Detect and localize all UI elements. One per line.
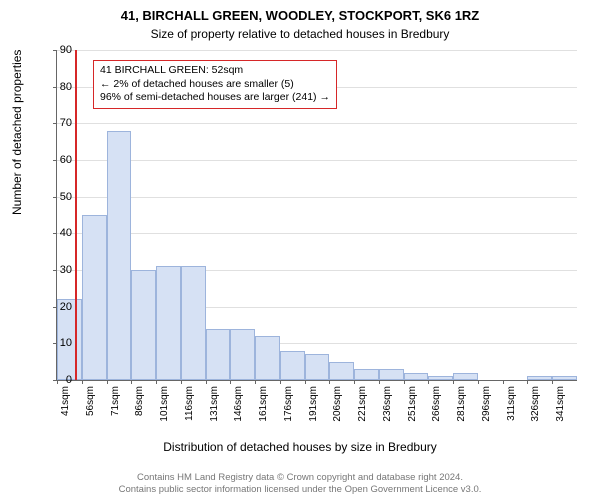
bar [82,215,107,380]
chart-subtitle: Size of property relative to detached ho… [0,25,600,41]
y-tick-label: 30 [42,264,72,276]
bar [305,354,330,380]
footer-line-2: Contains public sector information licen… [0,484,600,496]
x-tick-label: 161sqm [258,386,269,422]
y-tick-label: 0 [42,374,72,386]
x-tick-label: 56sqm [85,386,96,416]
x-tick [552,380,553,384]
gridline [57,50,577,51]
x-tick [329,380,330,384]
gridline [57,160,577,161]
x-axis-label: Distribution of detached houses by size … [0,440,600,454]
x-tick-label: 341sqm [555,386,566,422]
footer: Contains HM Land Registry data © Crown c… [0,472,600,496]
y-tick-label: 70 [42,117,72,129]
x-tick [305,380,306,384]
bar [552,376,577,380]
x-tick-label: 221sqm [357,386,368,422]
gridline [57,233,577,234]
bar [107,131,132,380]
y-tick-label: 80 [42,81,72,93]
bar [404,373,429,380]
x-tick-label: 236sqm [382,386,393,422]
chart-container: 41, BIRCHALL GREEN, WOODLEY, STOCKPORT, … [0,0,600,500]
x-tick-label: 311sqm [506,386,517,421]
x-tick [156,380,157,384]
x-tick-label: 296sqm [481,386,492,422]
x-tick-label: 41sqm [60,386,71,416]
marker-line [75,50,77,380]
x-tick [503,380,504,384]
x-tick [428,380,429,384]
x-tick-label: 251sqm [407,386,418,422]
x-tick [230,380,231,384]
x-tick [527,380,528,384]
x-tick-label: 86sqm [134,386,145,416]
x-tick-label: 71sqm [110,386,121,416]
x-tick [131,380,132,384]
bar [230,329,255,380]
y-tick-label: 20 [42,301,72,313]
x-tick-label: 206sqm [332,386,343,422]
bar [428,376,453,380]
chart-title: 41, BIRCHALL GREEN, WOODLEY, STOCKPORT, … [0,0,600,25]
x-tick [206,380,207,384]
plot: 41sqm56sqm71sqm86sqm101sqm116sqm131sqm14… [56,50,577,381]
x-tick-label: 146sqm [233,386,244,422]
x-tick-label: 101sqm [159,386,170,422]
bar [379,369,404,380]
bar [206,329,231,380]
y-tick-label: 60 [42,154,72,166]
bar [354,369,379,380]
x-tick-label: 176sqm [283,386,294,422]
x-tick [354,380,355,384]
x-tick [181,380,182,384]
y-tick-label: 40 [42,227,72,239]
bar [255,336,280,380]
gridline [57,123,577,124]
x-tick-label: 326sqm [530,386,541,422]
bar [181,266,206,380]
annotation-line: ← 2% of detached houses are smaller (5) [100,78,330,92]
annotation-line: 41 BIRCHALL GREEN: 52sqm [100,64,330,78]
x-tick-label: 131sqm [209,386,220,422]
x-tick [404,380,405,384]
x-tick-label: 116sqm [184,386,195,421]
bar [329,362,354,380]
x-tick [280,380,281,384]
footer-line-1: Contains HM Land Registry data © Crown c… [0,472,600,484]
gridline [57,197,577,198]
y-axis-label: Number of detached properties [10,50,24,215]
x-tick-label: 191sqm [308,386,319,422]
x-tick [107,380,108,384]
x-tick [255,380,256,384]
x-tick-label: 281sqm [456,386,467,422]
bar [453,373,478,380]
y-tick-label: 50 [42,191,72,203]
plot-area: 41sqm56sqm71sqm86sqm101sqm116sqm131sqm14… [56,50,576,380]
x-tick-label: 266sqm [431,386,442,422]
x-tick [478,380,479,384]
x-tick [82,380,83,384]
annotation-line: 96% of semi-detached houses are larger (… [100,91,330,105]
bar [131,270,156,380]
x-tick [453,380,454,384]
bar [280,351,305,380]
bar [156,266,181,380]
y-tick-label: 10 [42,337,72,349]
annotation-box: 41 BIRCHALL GREEN: 52sqm← 2% of detached… [93,60,337,109]
bar [527,376,552,380]
x-tick [379,380,380,384]
y-tick-label: 90 [42,44,72,56]
